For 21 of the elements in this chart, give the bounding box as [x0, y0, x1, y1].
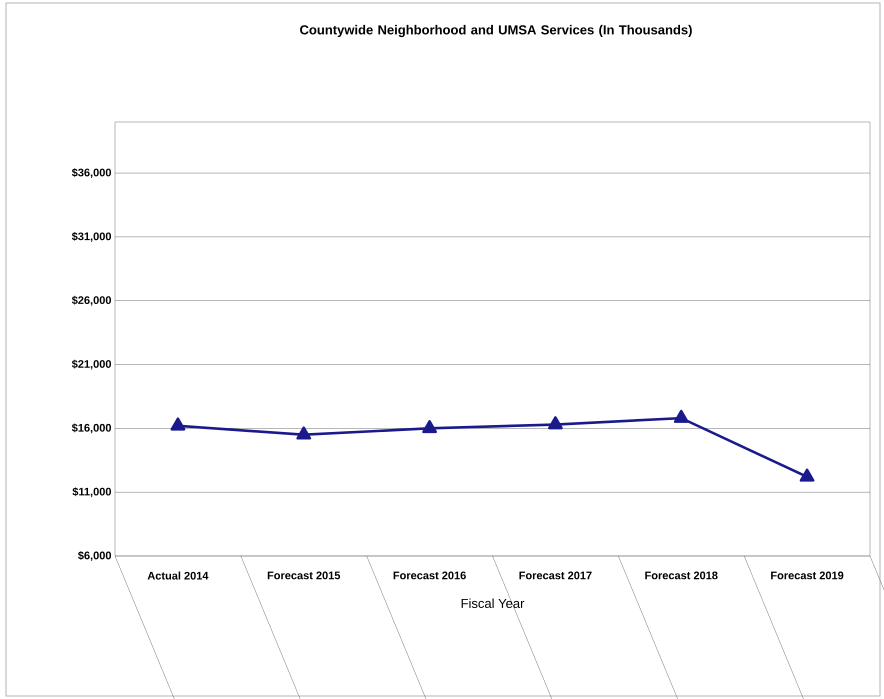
y-tick-label: $31,000 [72, 232, 112, 242]
y-tick-label: $36,000 [72, 168, 112, 178]
x-tick-label: Forecast 2016 [394, 572, 466, 580]
chart-title: Countywide Neighborhood and UMSA Services (In Thousands) [300, 24, 692, 38]
x-tick-label: Actual 2014 [148, 572, 208, 580]
x-tick-label: Forecast 2015 [268, 572, 340, 580]
y-tick-label: $21,000 [72, 360, 112, 370]
x-tick-label: Forecast 2019 [771, 572, 844, 580]
point [674, 410, 689, 423]
y-tick-label: $16,000 [72, 423, 112, 434]
point [422, 420, 437, 434]
y-tick-label: $26,000 [72, 296, 112, 306]
point [548, 416, 563, 430]
point [170, 417, 186, 431]
y-tick-label: $6,000 [78, 551, 112, 561]
point [800, 468, 814, 482]
x-tick-label: Forecast 2018 [645, 572, 718, 580]
y-tick-label: $11,000 [72, 487, 112, 498]
x-axis-title: Fiscal Year [462, 598, 524, 608]
point [296, 426, 312, 440]
x-tick-label: Forecast 2017 [519, 572, 592, 580]
